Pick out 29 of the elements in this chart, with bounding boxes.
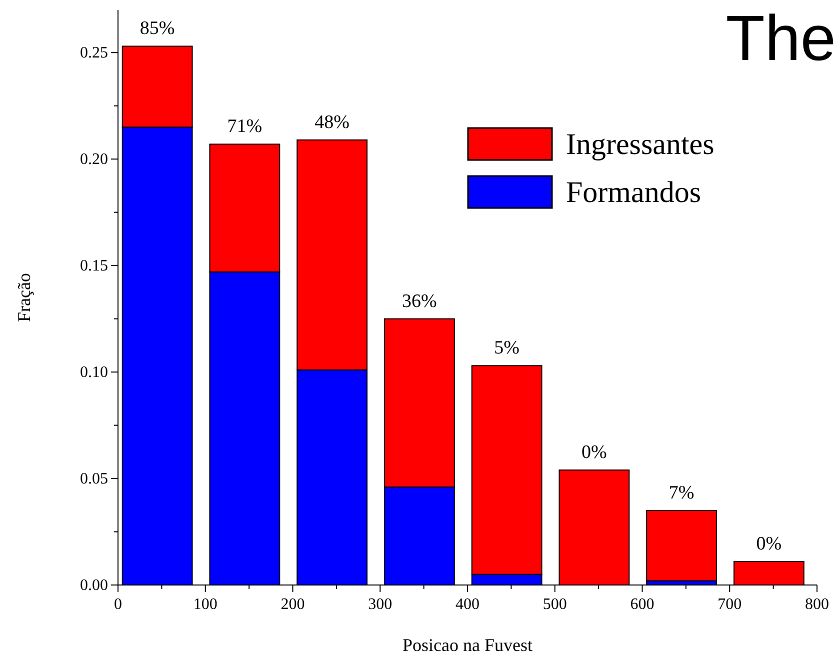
chart-title: The bbox=[726, 2, 836, 74]
x-tick-label: 100 bbox=[193, 596, 218, 613]
annotation: 36% bbox=[402, 290, 438, 312]
x-tick-label: 200 bbox=[280, 596, 305, 613]
bar bbox=[646, 510, 718, 582]
annotation: 48% bbox=[314, 112, 350, 133]
y-tick-label: 0.05 bbox=[80, 470, 108, 488]
legend-label: Ingressantes bbox=[566, 128, 714, 161]
y-tick-label: 0.15 bbox=[80, 258, 108, 275]
annotation: 71% bbox=[227, 116, 262, 138]
legend-label: Formandos bbox=[566, 176, 701, 209]
y-tick-label: 0.10 bbox=[80, 364, 108, 382]
annotation: 7% bbox=[668, 482, 694, 504]
annotation: 0% bbox=[756, 534, 782, 555]
y-axis-title: Fração bbox=[14, 273, 34, 322]
x-axis-title: Posicao na Fuvest bbox=[402, 635, 532, 655]
y-tick-label: 0.00 bbox=[80, 577, 108, 594]
annotation: 5% bbox=[494, 338, 520, 359]
x-tick-label: 0 bbox=[114, 596, 122, 613]
y-tick-label: 0.20 bbox=[80, 151, 108, 168]
x-tick-label: 600 bbox=[630, 596, 654, 613]
annotation: 0% bbox=[582, 442, 608, 463]
annotation: 85% bbox=[140, 18, 175, 40]
x-tick-label: 700 bbox=[718, 596, 742, 613]
x-tick-label: 500 bbox=[542, 596, 567, 613]
y-tick-label: 0.25 bbox=[80, 44, 108, 62]
x-tick-label: 300 bbox=[368, 596, 392, 613]
x-tick-label: 400 bbox=[456, 596, 480, 613]
x-tick-label: 800 bbox=[805, 596, 829, 613]
